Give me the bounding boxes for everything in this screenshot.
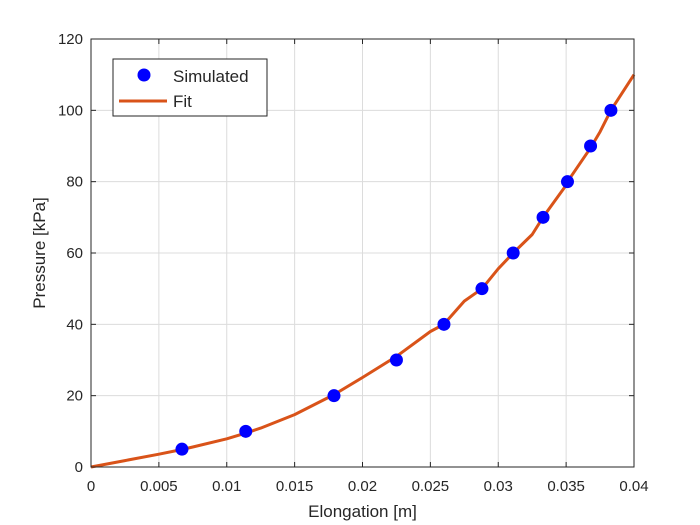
simulated-point [239, 424, 253, 438]
simulated-series [175, 103, 618, 456]
y-tick-label: 100 [58, 102, 83, 119]
simulated-point [175, 442, 189, 456]
simulated-point [437, 317, 451, 331]
y-tick-label: 0 [75, 459, 83, 476]
axis-ticks: 0 0.005 0.01 0.015 0.02 0.025 0.03 0.035 0.04 0 20… [58, 31, 649, 495]
y-tick-label: 120 [58, 31, 83, 48]
x-axis-label: Elongation [m] [308, 502, 417, 521]
y-tick-label: 80 [66, 174, 83, 191]
simulated-point [536, 210, 550, 224]
x-tick-label: 0.03 [484, 478, 513, 495]
grid [91, 39, 634, 467]
y-tick-label: 60 [66, 245, 83, 262]
legend-label-fit: Fit [173, 92, 192, 111]
simulated-point [327, 389, 341, 403]
x-tick-label: 0.035 [547, 478, 585, 495]
simulated-point [604, 103, 618, 117]
simulated-point [506, 246, 520, 260]
x-tick-label: 0.04 [619, 478, 648, 495]
simulated-point [475, 282, 489, 296]
x-tick-label: 0.01 [212, 478, 241, 495]
legend-box [112, 58, 268, 117]
simulated-point [584, 139, 598, 153]
y-tick-label: 40 [66, 316, 83, 333]
simulated-point [389, 353, 403, 367]
legend-label-simulated: Simulated [173, 67, 249, 86]
legend-marker-simulated [137, 68, 151, 82]
y-axis-label: Pressure [kPa] [30, 197, 49, 309]
x-tick-label: 0.015 [276, 478, 314, 495]
x-tick-label: 0.025 [412, 478, 450, 495]
y-tick-label: 20 [66, 388, 83, 405]
simulated-point [560, 175, 574, 189]
x-tick-label: 0.02 [348, 478, 377, 495]
legend: Simulated Fit [112, 58, 268, 117]
x-tick-label: 0 [87, 478, 95, 495]
x-tick-label: 0.005 [140, 478, 178, 495]
